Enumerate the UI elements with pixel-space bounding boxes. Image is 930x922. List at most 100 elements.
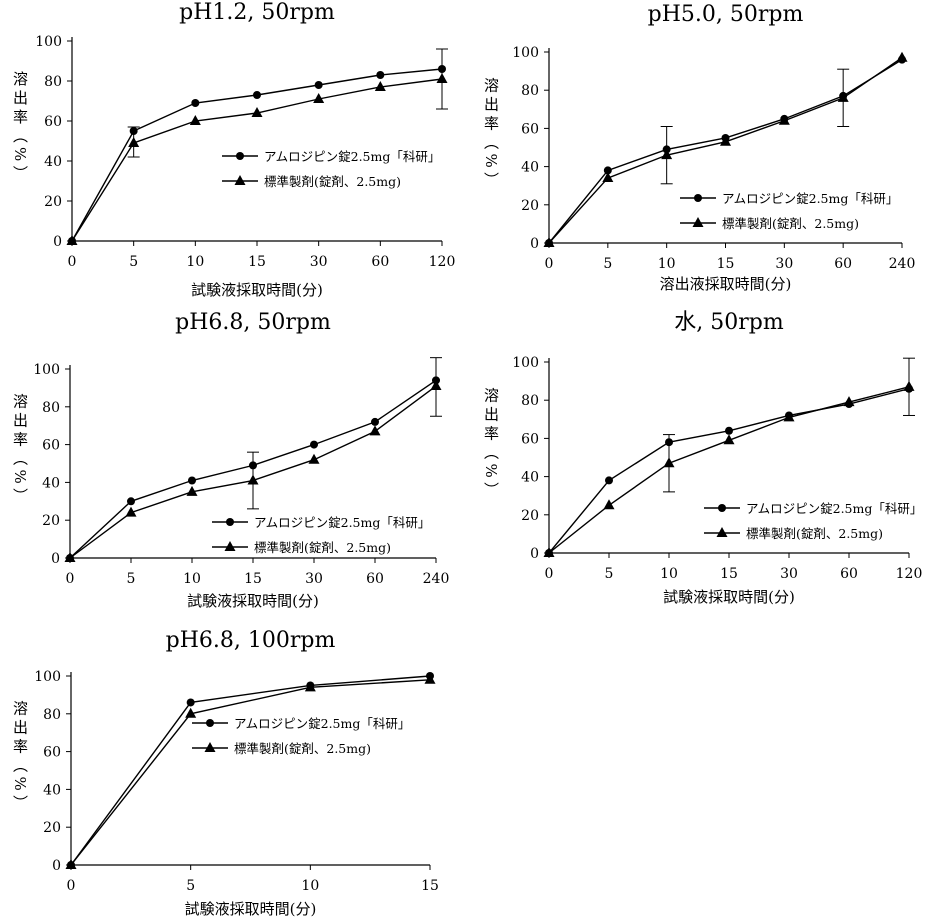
data-point-triangle <box>313 93 325 103</box>
legend-label: アムロジピン錠2.5mg「科研」 <box>722 191 898 206</box>
data-point-circle <box>249 461 257 470</box>
data-point-circle <box>314 81 323 89</box>
y-tick-label: 40 <box>521 160 539 176</box>
data-point-triangle <box>661 149 673 160</box>
data-point-triangle <box>430 380 442 391</box>
data-point-triangle <box>308 453 320 464</box>
y-tick-label: 40 <box>43 782 61 798</box>
chart-title: pH6.8, 50rpm <box>175 310 331 335</box>
chart-ph50-50rpm: pH5.0, 50rpm 0 20 40 60 80 100 0 5 10 15 30 60 240 溶出液… <box>475 0 930 305</box>
data-point-circle <box>127 497 135 506</box>
data-point-triangle <box>189 115 201 125</box>
x-tick-label: 5 <box>129 254 138 270</box>
x-tick-label: 15 <box>421 878 439 894</box>
chart-svg: pH1.2, 50rpm 0 20 40 60 80 100 0 5 10 15 30 60 120 試験液… <box>11 0 456 299</box>
data-point-triangle <box>720 135 731 146</box>
data-point-triangle <box>896 51 908 62</box>
legend-label: 標準製剤(錠剤、2.5mg) <box>746 526 883 541</box>
y-tick-label: 20 <box>521 198 539 214</box>
data-point-triangle <box>125 506 137 517</box>
x-axis-label: 試験液採取時間(分) <box>191 281 323 299</box>
data-point-circle <box>725 426 733 435</box>
legend-marker <box>236 152 244 160</box>
data-point-triangle <box>304 681 316 692</box>
y-tick-label: 60 <box>43 745 61 761</box>
data-point-triangle <box>247 474 259 485</box>
x-tick-label: 5 <box>127 571 136 587</box>
x-tick-label: 30 <box>780 566 798 582</box>
x-tick-label: 15 <box>244 571 262 587</box>
data-point-triangle <box>251 107 263 117</box>
legend-marker <box>206 719 214 727</box>
chart-svg: pH6.8, 100rpm 0 20 40 60 80 100 0 5 10 15 試験液採取時間(分… <box>11 628 439 918</box>
x-tick-label: 0 <box>545 256 554 272</box>
x-tick-label: 30 <box>305 571 323 587</box>
chart-svg: pH6.8, 50rpm 0 20 40 60 80 100 0 5 10 15 30 60 240 試験液… <box>11 310 449 610</box>
legend-label: アムロジピン錠2.5mg「科研」 <box>254 515 430 530</box>
data-point-circle <box>186 698 195 707</box>
data-point-triangle <box>369 425 381 436</box>
chart-svg: pH5.0, 50rpm 0 20 40 60 80 100 0 5 10 15 30 60 240 溶出液… <box>482 2 915 293</box>
data-point-circle <box>371 417 379 426</box>
legend-marker <box>692 217 704 227</box>
data-point-triangle <box>543 547 555 557</box>
y-tick-label: 60 <box>521 121 539 137</box>
x-tick-label: 120 <box>429 254 456 270</box>
data-point-circle <box>665 438 673 447</box>
y-axis-label: 溶出率（%） <box>11 701 29 814</box>
legend-marker <box>226 518 234 526</box>
legend-marker <box>718 504 726 512</box>
x-tick-label: 120 <box>896 566 923 582</box>
legend-label: 標準製剤(錠剤、2.5mg) <box>234 741 371 756</box>
legend-marker <box>716 527 728 537</box>
data-point-triangle <box>64 552 76 562</box>
x-tick-label: 5 <box>603 256 612 272</box>
data-point-triangle <box>663 457 675 468</box>
x-tick-label: 10 <box>183 571 201 587</box>
legend-label: 標準製剤(錠剤、2.5mg) <box>722 216 859 231</box>
x-tick-label: 60 <box>840 566 858 582</box>
y-axis-label: 溶出率（%） <box>482 388 500 501</box>
data-point-triangle <box>374 81 386 91</box>
series-line-1 <box>70 679 431 866</box>
y-axis-label: 溶出率（%） <box>11 71 29 184</box>
y-tick-label: 0 <box>51 551 60 567</box>
chart-ph68-100rpm: pH6.8, 100rpm 0 20 40 60 80 100 0 5 10 15 試験液採取時間(分… <box>0 628 465 922</box>
data-point-triangle <box>128 137 140 147</box>
data-point-triangle <box>603 499 615 510</box>
legend-marker <box>234 175 246 185</box>
data-point-triangle <box>837 91 849 102</box>
x-tick-label: 60 <box>371 254 389 270</box>
y-tick-label: 20 <box>44 194 62 210</box>
y-tick-label: 60 <box>521 431 539 447</box>
legend-marker <box>204 742 216 752</box>
legend-label: 標準製剤(錠剤、2.5mg) <box>264 174 401 189</box>
y-tick-label: 20 <box>43 820 61 836</box>
data-point-circle <box>129 127 138 135</box>
data-point-triangle <box>185 707 197 718</box>
y-tick-label: 20 <box>521 508 539 524</box>
data-point-triangle <box>436 73 448 83</box>
series-line-0 <box>70 675 431 866</box>
legend-marker <box>224 541 236 551</box>
data-point-triangle <box>65 859 77 869</box>
x-tick-label: 15 <box>720 566 738 582</box>
legend-label: アムロジピン錠2.5mg「科研」 <box>746 501 922 516</box>
chart-svg: 水, 50rpm 0 20 40 60 80 100 0 5 10 15 30 60 120 試験液採取時間… <box>482 310 923 606</box>
data-point-triangle <box>778 114 790 125</box>
data-point-triangle <box>783 411 795 422</box>
x-tick-label: 10 <box>658 256 676 272</box>
legend-label: 標準製剤(錠剤、2.5mg) <box>254 540 391 555</box>
y-tick-label: 100 <box>512 355 539 371</box>
x-tick-label: 60 <box>366 571 384 587</box>
y-tick-label: 100 <box>35 34 62 50</box>
x-tick-label: 5 <box>605 566 614 582</box>
chart-water-50rpm: 水, 50rpm 0 20 40 60 80 100 0 5 10 15 30 60 120 試験液採取時間… <box>475 310 930 615</box>
y-tick-label: 80 <box>521 393 539 409</box>
y-tick-label: 0 <box>52 858 61 874</box>
y-tick-label: 40 <box>44 154 62 170</box>
x-axis-label: 試験液採取時間(分) <box>185 900 317 918</box>
y-tick-label: 0 <box>53 234 62 250</box>
x-tick-label: 15 <box>717 256 735 272</box>
x-tick-label: 10 <box>186 254 204 270</box>
